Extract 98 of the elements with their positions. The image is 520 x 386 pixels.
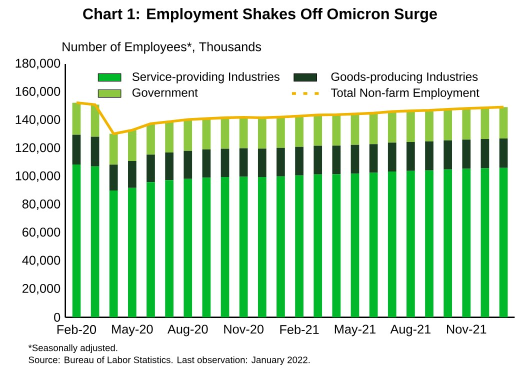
y-tick-label: 120,000 — [16, 143, 60, 154]
bar — [202, 118, 211, 150]
bar — [109, 190, 118, 318]
bar — [406, 142, 415, 171]
bar — [369, 113, 378, 144]
legend-label: Government — [132, 88, 198, 97]
bar — [295, 175, 304, 318]
bar — [184, 120, 192, 151]
bar — [184, 178, 192, 318]
bar — [239, 148, 248, 177]
bar — [314, 174, 322, 318]
x-tick-label: Aug-20 — [167, 324, 208, 336]
y-tick-label: 40,000 — [22, 256, 60, 266]
bar — [258, 148, 266, 178]
y-tick-label: 160,000 — [16, 86, 60, 98]
legend-label: Service-providing Industries — [132, 72, 280, 84]
bar — [462, 140, 471, 169]
x-tick-label: Nov-20 — [224, 324, 264, 334]
bar — [72, 102, 81, 135]
line-series — [75, 101, 505, 136]
bar — [220, 148, 230, 178]
bar — [425, 110, 434, 142]
bar — [350, 174, 360, 318]
bar — [480, 139, 490, 168]
bar — [165, 152, 174, 180]
bar — [406, 110, 415, 142]
bar — [276, 117, 285, 148]
legend-label: Total Non-farm Employment — [330, 88, 480, 100]
bar — [314, 114, 322, 146]
bar — [462, 108, 471, 140]
chart-title: Chart 1: Employment Shakes Off Omicron Surge — [83, 8, 437, 22]
bar — [258, 118, 266, 149]
y-tick-label: 180,000 — [16, 58, 60, 70]
bar — [146, 182, 155, 318]
bar — [499, 138, 508, 168]
bar — [350, 114, 360, 145]
bar — [90, 166, 100, 318]
bar — [202, 178, 211, 318]
bar — [220, 177, 230, 318]
bar — [388, 112, 396, 143]
bar — [146, 154, 155, 182]
bar — [499, 168, 508, 318]
bar — [184, 150, 192, 179]
bar — [388, 142, 396, 172]
y-axis-title: Number of Employees*, Thousands — [62, 42, 262, 54]
bar — [72, 164, 81, 318]
bar — [425, 170, 434, 318]
bar — [202, 149, 211, 178]
bar — [332, 114, 341, 146]
x-tick-label: Feb-20 — [57, 324, 96, 334]
bar — [295, 116, 304, 147]
bar — [295, 146, 304, 176]
bar — [72, 134, 81, 164]
bar — [276, 148, 285, 176]
bar — [499, 107, 508, 138]
bar — [425, 141, 434, 170]
y-tick-label: 60,000 — [22, 228, 60, 238]
bar — [444, 140, 452, 170]
y-tick-label: 100,000 — [16, 171, 60, 182]
bar — [388, 172, 396, 318]
bar — [128, 130, 136, 161]
x-tick-label: May-20 — [112, 324, 153, 336]
bar — [314, 146, 322, 174]
bar — [369, 172, 378, 318]
bar — [165, 180, 174, 318]
bar — [480, 168, 490, 318]
bar — [369, 144, 378, 173]
bar — [128, 188, 136, 318]
bar — [109, 164, 118, 191]
bar — [406, 170, 415, 318]
bar — [128, 160, 136, 188]
bar — [480, 108, 490, 140]
bar — [239, 117, 248, 148]
bar — [462, 168, 471, 318]
text: *Seasonally adjusted. — [28, 344, 118, 354]
bar — [444, 169, 452, 318]
x-tick-label: May-21 — [334, 324, 376, 336]
bar — [444, 109, 452, 140]
legend-label: Goods-producing Industries — [331, 72, 478, 84]
bar — [350, 144, 360, 174]
bar — [258, 177, 266, 318]
x-tick-label: Feb-21 — [280, 324, 319, 334]
bar — [109, 134, 118, 165]
y-tick-label: 80,000 — [22, 200, 60, 210]
bar — [90, 136, 100, 166]
y-tick-label: 0 — [54, 312, 60, 322]
bar — [165, 122, 174, 153]
x-tick-label: Aug-21 — [390, 324, 430, 336]
y-tick-label: 20,000 — [22, 284, 60, 294]
bar — [220, 118, 230, 149]
x-tick-label: Nov-21 — [447, 324, 486, 334]
bar — [332, 174, 341, 318]
bar — [146, 124, 155, 155]
source-note: Source: Bureau of Labor Statistics. Last observation: January 2022. — [28, 356, 310, 366]
bar — [276, 176, 285, 318]
bar — [239, 176, 248, 318]
bar — [332, 146, 341, 174]
y-tick-label: 140,000 — [16, 115, 60, 126]
